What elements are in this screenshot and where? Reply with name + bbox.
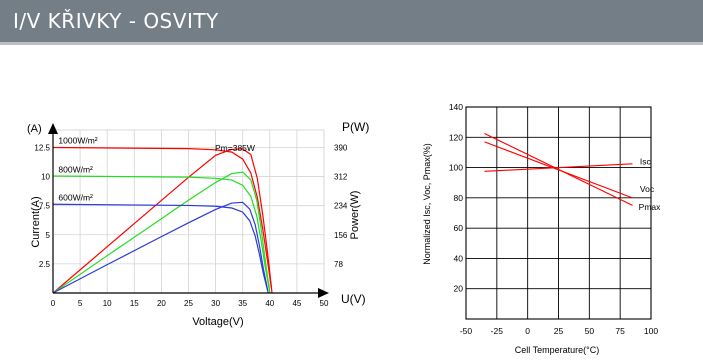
- x-tick-label: 0: [51, 299, 56, 308]
- x-tick-label: 25: [554, 326, 564, 336]
- y-tick-label: 10: [41, 173, 50, 182]
- y-tick-label: 2.5: [39, 260, 51, 269]
- y-axis-arrow-icon: [48, 123, 58, 134]
- x-tick-label: -25: [491, 326, 504, 336]
- x-tick-label: 50: [585, 326, 595, 336]
- irradiance-series-label: 1000W/m²: [58, 136, 97, 146]
- pm-annotation: Pm=385W: [215, 143, 255, 153]
- plot-frame: [465, 106, 652, 320]
- x-tick-label: 100: [644, 326, 658, 336]
- x-axis-label: Voltage(V): [192, 316, 243, 328]
- irradiance-series-label: 600W/m²: [58, 193, 93, 203]
- page-header: I/V KŘIVKY - OSVITY: [0, 0, 703, 42]
- x-axis-arrow-icon: [318, 288, 329, 298]
- current-curve-line: [52, 175, 270, 290]
- x-tick-label: 15: [130, 299, 139, 308]
- y2-tick-label: 78: [334, 260, 343, 269]
- y-axis-label: Current(A): [30, 196, 42, 247]
- y2-tick-label: 312: [334, 173, 348, 182]
- y2-tick-label: 156: [334, 231, 348, 240]
- current-curve-line: [52, 146, 273, 289]
- series-line: [484, 163, 633, 172]
- x-tick-label: 50: [320, 299, 329, 308]
- y2-axis-unit: P(W): [342, 120, 369, 134]
- x-tick-label: 75: [615, 326, 625, 336]
- x-tick-label: 20: [157, 299, 166, 308]
- x-tick-label: 25: [184, 299, 193, 308]
- x-tick-label: 0: [525, 326, 530, 336]
- x-tick-label: 35: [238, 299, 247, 308]
- y-tick-label: 120: [449, 132, 463, 142]
- y-axis-label: Normalized Isc, Voc, Pmax(%): [422, 143, 432, 265]
- y-tick-label: 12.5: [34, 143, 50, 152]
- series-label: Voc: [640, 184, 655, 194]
- x-axis-label: Cell Temperature(°C): [515, 345, 599, 355]
- x-tick-label: -50: [460, 326, 473, 336]
- x-tick-label: 45: [292, 299, 301, 308]
- y-tick-label: 20: [454, 284, 464, 294]
- y2-tick-label: 234: [334, 202, 348, 211]
- x-tick-label: 30: [211, 299, 220, 308]
- series-line: [484, 133, 633, 206]
- x-tick-label: 10: [103, 299, 112, 308]
- power-curve-line: [52, 171, 271, 294]
- y-tick-label: 5: [46, 231, 51, 240]
- y-tick-label: 80: [454, 193, 464, 203]
- x-tick-label: 5: [78, 299, 83, 308]
- page-title: I/V KŘIVKY - OSVITY: [13, 9, 219, 33]
- y-tick-label: 40: [454, 253, 464, 263]
- power-curve-line: [52, 201, 269, 294]
- header-divider: [0, 42, 703, 45]
- y-axis-unit: (A): [27, 123, 42, 135]
- series-label: Pmax: [639, 202, 661, 212]
- series-label: Isc: [640, 157, 652, 167]
- y2-tick-label: 390: [334, 143, 348, 152]
- x-axis-unit: U(V): [341, 292, 366, 306]
- x-tick-label: 40: [265, 299, 274, 308]
- current-curve-line: [52, 203, 269, 291]
- y-tick-label: 7.5: [39, 202, 51, 211]
- y-tick-label: 100: [449, 163, 463, 173]
- power-curve-line: [52, 148, 273, 294]
- y2-axis-label: Power(W): [349, 191, 361, 240]
- y-tick-label: 60: [454, 223, 464, 233]
- y-tick-label: 140: [449, 102, 463, 112]
- irradiance-series-label: 800W/m²: [58, 165, 93, 175]
